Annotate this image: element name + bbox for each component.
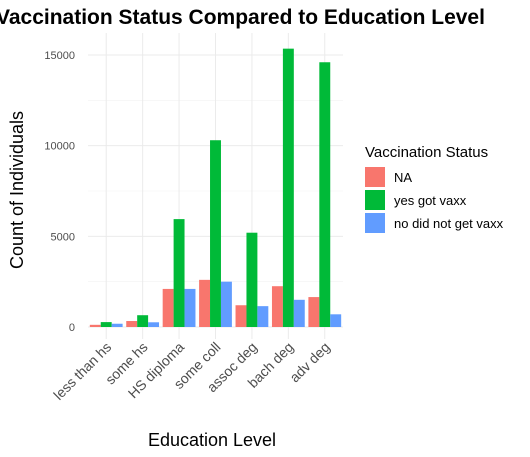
chart-title: Vaccination Status Compared to Education… [0, 6, 485, 29]
bar [308, 297, 320, 327]
bar [126, 321, 138, 327]
bar [137, 315, 149, 327]
bar [100, 322, 112, 327]
legend-key [365, 167, 385, 187]
bar [282, 48, 294, 328]
bar [162, 288, 174, 327]
bar [148, 322, 160, 327]
bar [199, 279, 211, 327]
bar [111, 323, 123, 327]
bar [184, 288, 196, 327]
bar [173, 219, 185, 327]
legend-label: no did not get vaxx [394, 216, 504, 231]
y-tick-label: 0 [69, 322, 75, 334]
bar [246, 232, 258, 327]
legend-label: yes got vaxx [394, 193, 467, 208]
y-axis-title: Count of Individuals [7, 111, 27, 269]
y-tick-label: 15000 [44, 50, 75, 62]
x-axis-title: Education Level [148, 430, 276, 450]
bar [220, 281, 232, 327]
bar [210, 140, 221, 327]
legend-key [365, 213, 385, 233]
x-tick-label: adv deg [286, 339, 333, 386]
bar [257, 306, 269, 327]
y-tick-label: 5000 [51, 231, 75, 243]
x-tick-label: less than hs [50, 339, 114, 403]
bar [330, 314, 342, 327]
bar [89, 324, 101, 327]
legend-label: NA [394, 170, 412, 185]
y-axis-ticks: 0 5000 10000 15000 [44, 50, 75, 334]
bar [271, 286, 283, 327]
y-tick-label: 10000 [44, 141, 75, 153]
legend-title: Vaccination Status [365, 144, 488, 161]
bars [89, 48, 342, 328]
legend-key [365, 190, 385, 210]
bar [319, 62, 331, 328]
legend: Vaccination Status NA yes got vaxx no did … [365, 144, 504, 233]
bar [293, 299, 305, 327]
bar [235, 305, 247, 327]
